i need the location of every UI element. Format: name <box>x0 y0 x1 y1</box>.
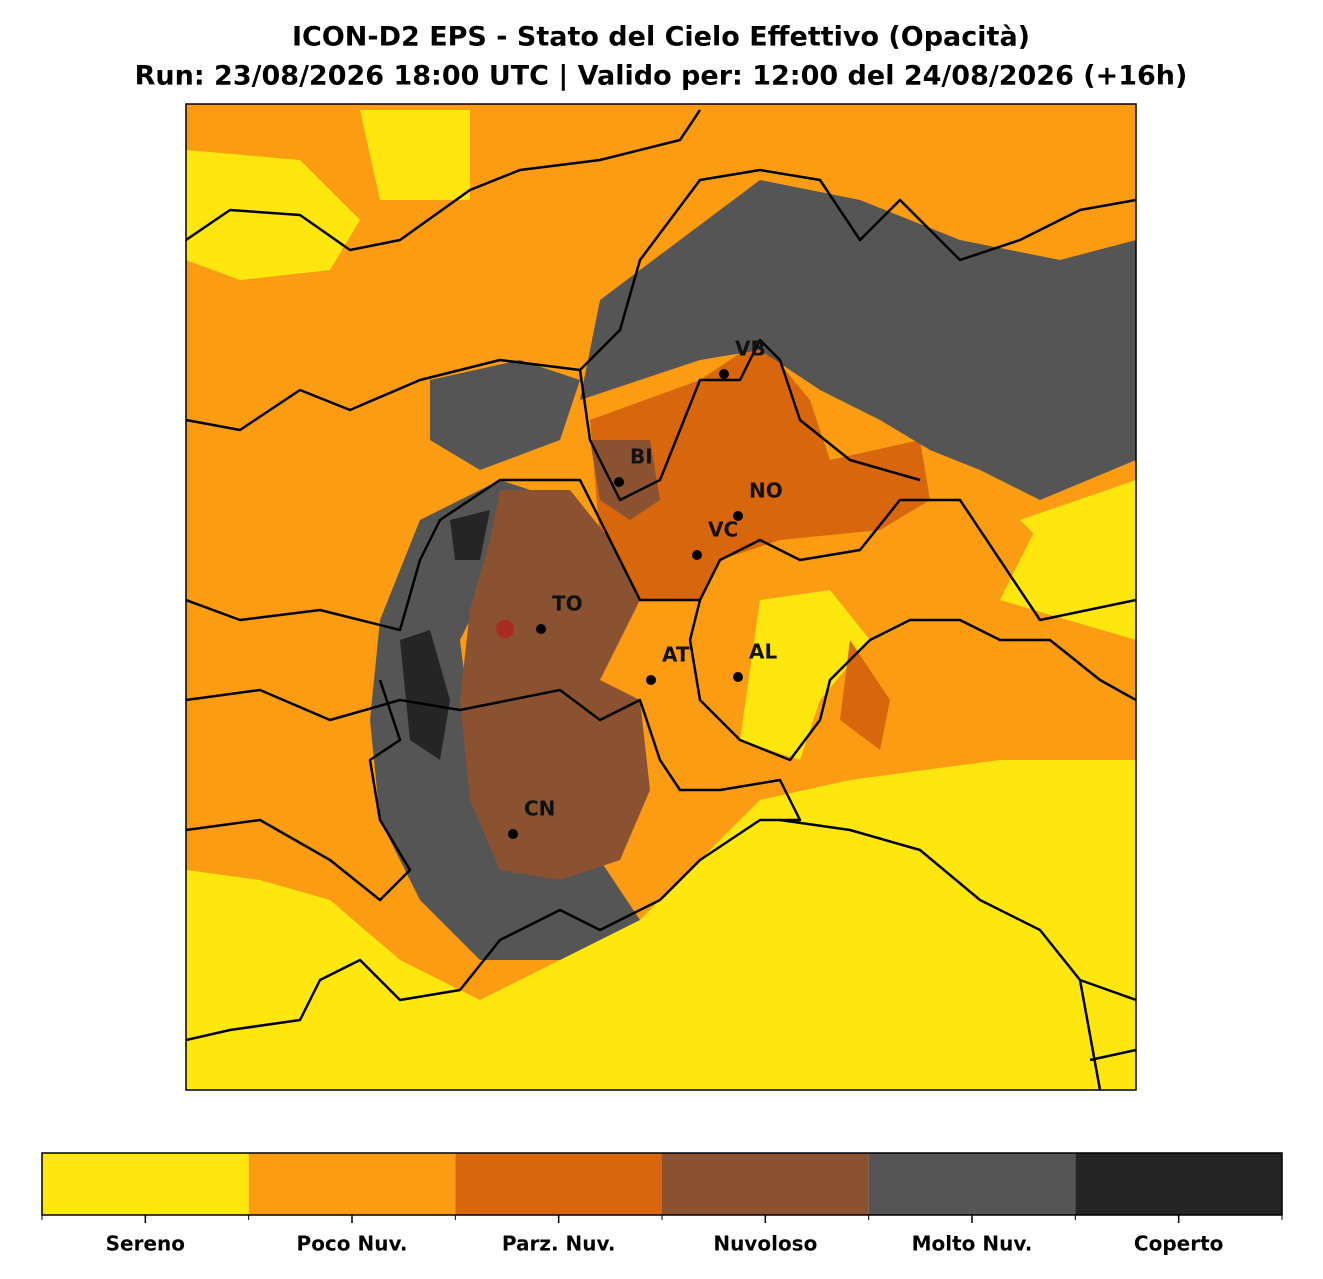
colorbar-label: Molto Nuv. <box>912 1232 1033 1256</box>
city-label: NO <box>749 479 783 503</box>
city-dot <box>733 511 743 521</box>
colorbar-label: Poco Nuv. <box>297 1232 408 1256</box>
colorbar-segment <box>455 1153 662 1215</box>
city-dot <box>692 550 702 560</box>
colorbar-segment <box>662 1153 869 1215</box>
city-dot <box>508 829 518 839</box>
map <box>186 104 1136 1090</box>
map-frame <box>185 103 1137 1091</box>
colorbar-segment <box>42 1153 249 1215</box>
city-label: BI <box>630 445 653 469</box>
city-label: AT <box>662 643 690 667</box>
title: ICON-D2 EPS - Stato del Cielo Effettivo … <box>292 22 1030 53</box>
city-dot <box>719 369 729 379</box>
city-dot <box>646 675 656 685</box>
city-label: CN <box>524 797 555 821</box>
subtitle: Run: 23/08/2026 18:00 UTC | Valido per: … <box>135 61 1188 92</box>
city-label: TO <box>552 592 583 616</box>
location-marker <box>496 620 514 638</box>
colorbar-segment <box>1075 1153 1282 1215</box>
colorbar-label: Parz. Nuv. <box>502 1232 616 1256</box>
map-region <box>400 510 490 760</box>
city-dot <box>733 672 743 682</box>
colorbar-segment <box>868 1153 1076 1215</box>
map-region <box>370 180 1136 960</box>
city-label: AL <box>749 640 777 664</box>
city-label: VB <box>735 337 766 361</box>
colorbar-label: Coperto <box>1134 1232 1223 1256</box>
map-region <box>186 110 1136 1090</box>
colorbar-label: Sereno <box>106 1232 185 1256</box>
colorbar-segment <box>248 1153 456 1215</box>
colorbar-label: Nuvoloso <box>713 1232 817 1256</box>
city-dot <box>614 477 624 487</box>
city-dot <box>536 624 546 634</box>
map-region <box>460 440 660 880</box>
city-label: VC <box>708 518 738 542</box>
colorbar-frame <box>41 1152 1283 1216</box>
